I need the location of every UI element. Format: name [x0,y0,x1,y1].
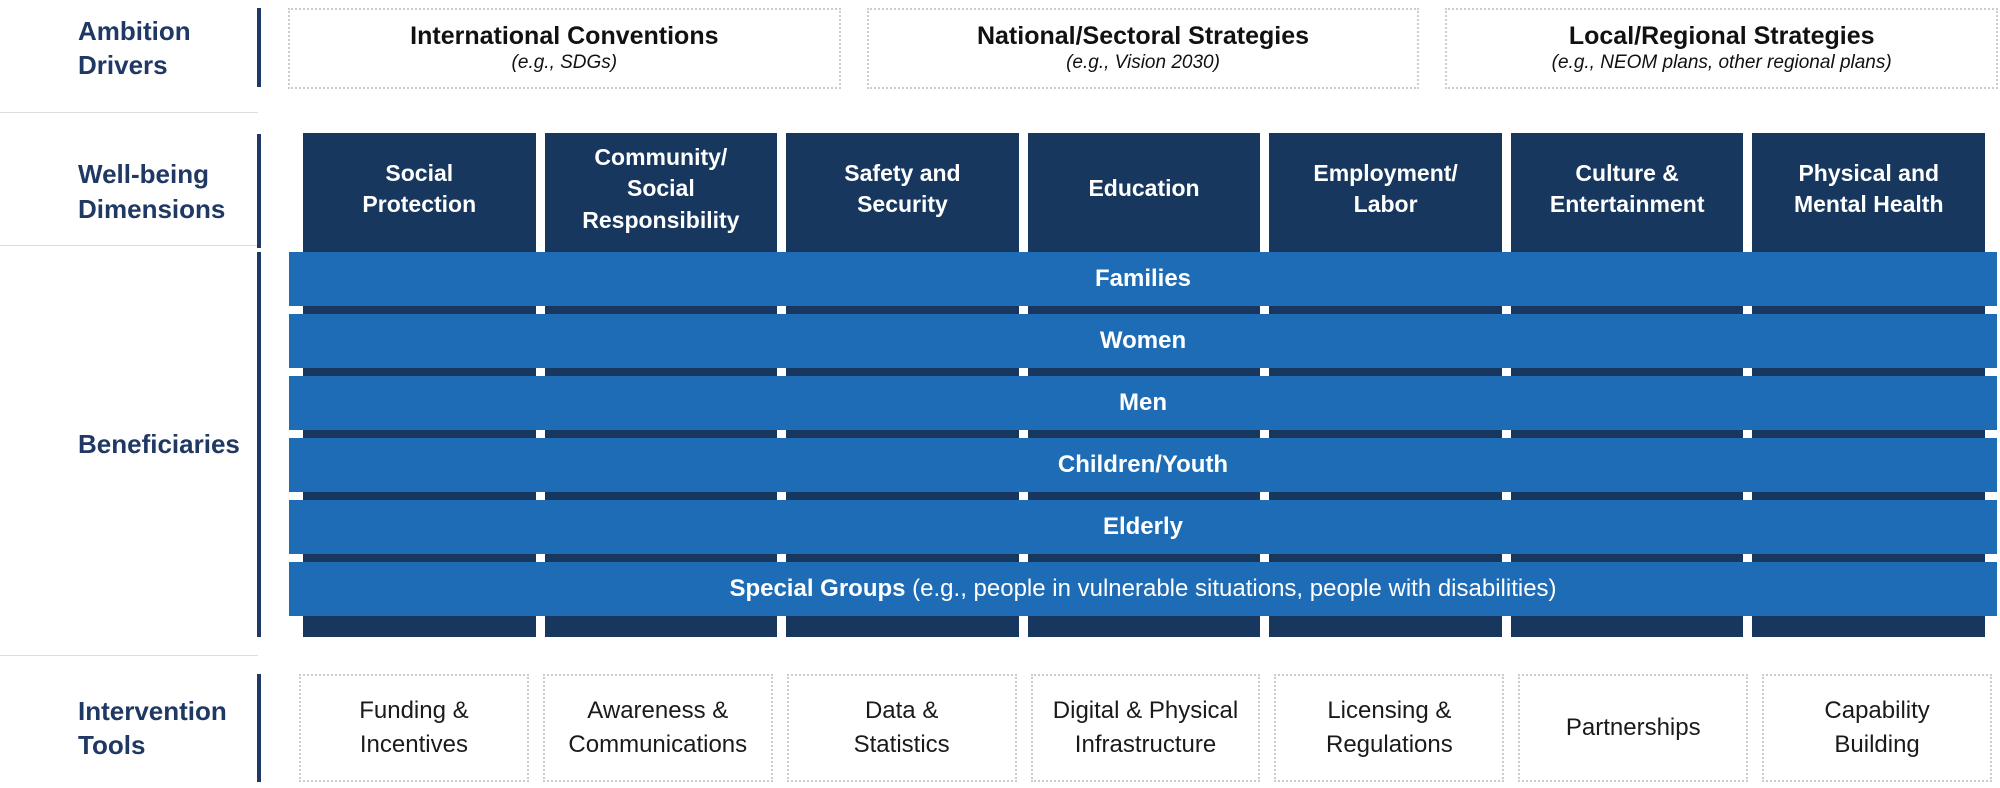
rail-divider-2 [0,245,258,246]
beneficiaries-bars: Families Women Men Children/Youth Elderl… [289,252,1997,624]
dimension-header: Social Protection [362,159,477,217]
beneficiary-bar-elderly: Elderly [289,500,1997,554]
tool-box-partnerships: Partnerships [1518,674,1749,782]
section-separator-beneficiaries [257,252,261,637]
dimension-header: Physical and Mental Health [1793,159,1944,217]
row-label-intervention-tools: Intervention Tools [78,695,227,760]
beneficiary-bar-families: Families [289,252,1997,306]
beneficiary-name: Men [1119,388,1167,416]
tool-box-funding-incentives: Funding & Incentives [299,674,529,782]
beneficiary-name: Families [1094,264,1192,292]
driver-title: International Conventions [410,21,719,50]
tool-box-capability-building: Capability Building [1762,674,1993,782]
driver-box-local-regional-strategies: Local/Regional Strategies (e.g., NEOM pl… [1445,8,1999,89]
dimension-header: Culture & Entertainment [1549,159,1705,217]
row-label-ambition-drivers: Ambition Drivers [78,15,191,80]
beneficiary-name: Women [1099,326,1187,354]
beneficiary-name: Children/Youth [1057,450,1229,478]
beneficiary-name: Elderly [1102,512,1184,540]
beneficiary-note: (e.g., people in vulnerable situations, … [905,574,1557,602]
dimension-header: Community/ Social Responsibility [582,144,740,233]
section-separator-intervention [257,674,261,782]
beneficiary-bar-special-groups: Special Groups (e.g., people in vulnerab… [289,562,1997,616]
tool-box-awareness-communications: Awareness & Communications [542,674,773,782]
tool-box-licensing-regulations: Licensing & Regulations [1274,674,1505,782]
driver-subtitle: (e.g., SDGs) [511,52,618,74]
intervention-tools-row: Funding & Incentives Awareness & Communi… [299,674,1993,782]
rail-divider-3 [0,655,258,656]
tool-box-data-statistics: Data & Statistics [786,674,1017,782]
driver-subtitle: (e.g., NEOM plans, other regional plans) [1551,52,1892,74]
ambition-drivers-row: International Conventions (e.g., SDGs) N… [288,8,1999,89]
beneficiary-bar-children-youth: Children/Youth [289,438,1997,492]
driver-box-international-conventions: International Conventions (e.g., SDGs) [288,8,841,89]
row-label-beneficiaries: Beneficiaries [78,429,240,460]
dimension-header: Employment/ Labor [1313,159,1458,217]
row-label-wellbeing-dimensions: Well-being Dimensions [78,159,226,224]
dimension-header: Education [1088,175,1200,202]
beneficiary-name: Special Groups [729,574,906,602]
driver-title: National/Sectoral Strategies [976,21,1310,50]
rail-divider-1 [0,112,258,113]
driver-subtitle: (e.g., Vision 2030) [1066,52,1220,74]
tool-box-digital-physical-infrastructure: Digital & Physical Infrastructure [1030,674,1261,782]
dimension-header: Safety and Security [844,159,961,217]
beneficiary-bar-men: Men [289,376,1997,430]
beneficiary-bar-women: Women [289,314,1997,368]
section-separator-ambition [257,8,261,87]
driver-box-national-sectoral-strategies: National/Sectoral Strategies (e.g., Visi… [866,8,1420,89]
driver-title: Local/Regional Strategies [1568,21,1875,50]
section-separator-wellbeing [257,134,261,248]
